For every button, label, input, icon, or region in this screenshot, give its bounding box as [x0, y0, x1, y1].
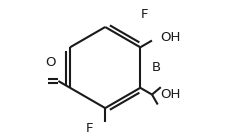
Text: F: F: [85, 122, 93, 135]
Text: F: F: [140, 8, 148, 21]
Text: O: O: [45, 56, 56, 69]
Text: B: B: [151, 61, 160, 74]
Text: OH: OH: [160, 88, 180, 101]
Text: OH: OH: [160, 31, 180, 44]
